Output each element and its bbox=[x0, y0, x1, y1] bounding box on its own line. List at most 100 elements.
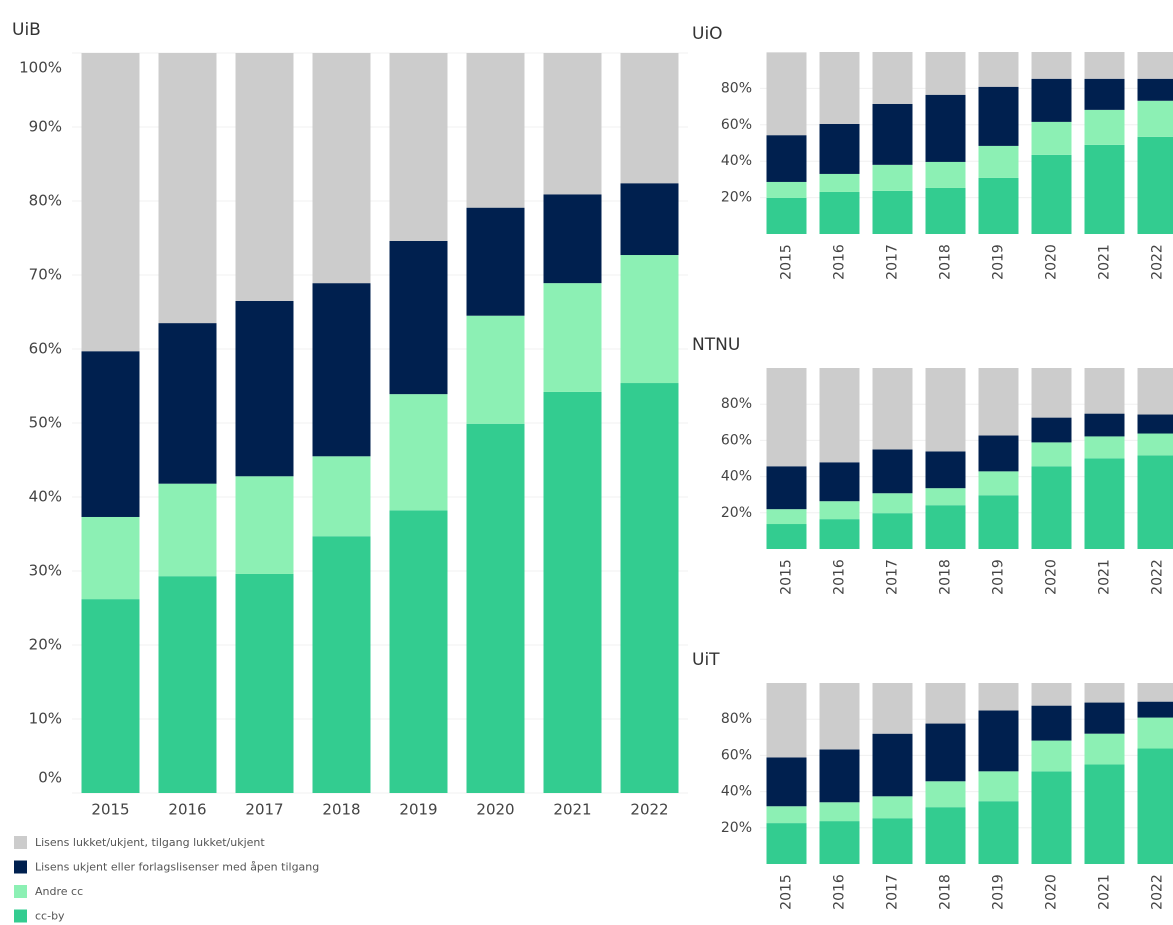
bar-segment bbox=[1031, 52, 1072, 79]
bar-segment bbox=[1137, 433, 1173, 456]
y-tick-label: 60% bbox=[721, 432, 752, 448]
legend-swatch bbox=[14, 909, 27, 923]
bar-segment bbox=[819, 501, 860, 520]
bar-segment bbox=[925, 52, 966, 95]
y-tick-label: 40% bbox=[29, 488, 62, 506]
y-tick-label: 90% bbox=[29, 118, 62, 136]
bar-segment bbox=[1137, 701, 1173, 718]
x-tick-label: 2021 bbox=[1097, 874, 1113, 910]
bar-segment bbox=[81, 516, 140, 600]
x-tick-label: 2015 bbox=[779, 244, 795, 280]
bar-segment bbox=[819, 821, 860, 864]
bar-segment bbox=[1084, 52, 1125, 79]
bar-segment bbox=[978, 435, 1019, 472]
bar-segment bbox=[1031, 740, 1072, 772]
x-tick-label: 2022 bbox=[630, 801, 668, 819]
y-tick-label: 60% bbox=[29, 340, 62, 358]
bar-segment bbox=[620, 183, 679, 256]
bar-segment bbox=[819, 462, 860, 502]
y-tick-label: 100% bbox=[19, 59, 62, 77]
bar-segment bbox=[925, 723, 966, 782]
bar-segment bbox=[925, 505, 966, 549]
legend-swatch bbox=[14, 836, 27, 849]
bar-segment bbox=[872, 449, 913, 494]
bar-segment bbox=[312, 536, 371, 793]
bar-segment bbox=[1031, 121, 1072, 155]
x-tick-label: 2016 bbox=[832, 244, 848, 280]
y-tick-label: 40% bbox=[721, 153, 752, 169]
bar-segment bbox=[389, 394, 448, 511]
x-tick-label: 2017 bbox=[885, 559, 901, 595]
y-tick-label: 20% bbox=[721, 505, 752, 521]
x-tick-label: 2015 bbox=[91, 801, 129, 819]
bar-segment bbox=[872, 493, 913, 514]
bar-segment bbox=[978, 710, 1019, 772]
bar-segment bbox=[1084, 368, 1125, 414]
x-tick-label: 2015 bbox=[779, 559, 795, 595]
chart-title: NTNU bbox=[692, 335, 740, 355]
bar-segment bbox=[978, 495, 1019, 549]
bar-segment bbox=[1031, 466, 1072, 549]
y-tick-label: 40% bbox=[721, 469, 752, 485]
legend-swatch bbox=[14, 860, 27, 874]
bar-segment bbox=[1137, 414, 1173, 434]
bar-segment bbox=[978, 145, 1019, 178]
x-tick-label: 2020 bbox=[1044, 559, 1060, 595]
bar-segment bbox=[978, 177, 1019, 234]
bar-segment bbox=[1084, 764, 1125, 864]
bar-segment bbox=[158, 53, 217, 324]
bar-segment bbox=[766, 197, 807, 234]
bar-segment bbox=[1031, 78, 1072, 122]
bar-segment bbox=[235, 476, 294, 574]
bar-segment bbox=[766, 135, 807, 182]
bar-segment bbox=[466, 423, 525, 793]
x-tick-label: 2020 bbox=[476, 801, 514, 819]
bar-segment bbox=[819, 749, 860, 803]
bar-segment bbox=[819, 191, 860, 234]
bar-segment bbox=[1084, 733, 1125, 765]
bar-segment bbox=[872, 164, 913, 191]
bar-segment bbox=[978, 52, 1019, 87]
bar-segment bbox=[1137, 100, 1173, 137]
bar-segment bbox=[620, 255, 679, 384]
bar-segment bbox=[766, 524, 807, 549]
bar-segment bbox=[312, 53, 371, 284]
bar-segment bbox=[620, 53, 679, 184]
bar-segment bbox=[389, 240, 448, 395]
bar-segment bbox=[819, 123, 860, 174]
bar-segment bbox=[978, 86, 1019, 146]
x-tick-label: 2018 bbox=[322, 801, 360, 819]
bar-segment bbox=[389, 53, 448, 241]
y-tick-label: 80% bbox=[721, 711, 752, 727]
bar-segment bbox=[872, 733, 913, 797]
legend-label: Lisens lukket/ukjent, tilgang lukket/ukj… bbox=[35, 836, 265, 849]
bar-segment bbox=[766, 509, 807, 525]
x-tick-label: 2022 bbox=[1150, 244, 1166, 280]
y-tick-label: 10% bbox=[29, 710, 62, 728]
bar-segment bbox=[819, 683, 860, 750]
y-tick-label: 60% bbox=[721, 117, 752, 133]
x-tick-label: 2018 bbox=[938, 559, 954, 595]
bar-segment bbox=[819, 368, 860, 463]
x-tick-label: 2016 bbox=[832, 874, 848, 910]
y-tick-label: 80% bbox=[721, 80, 752, 96]
bar-segment bbox=[466, 53, 525, 208]
bar-segment bbox=[819, 52, 860, 124]
x-tick-label: 2018 bbox=[938, 244, 954, 280]
bar-segment bbox=[925, 683, 966, 724]
x-tick-label: 2016 bbox=[168, 801, 206, 819]
x-tick-label: 2019 bbox=[991, 874, 1007, 910]
bar-segment bbox=[872, 103, 913, 165]
bar-segment bbox=[235, 573, 294, 793]
bar-segment bbox=[872, 190, 913, 234]
x-tick-label: 2020 bbox=[1044, 874, 1060, 910]
bar-segment bbox=[1084, 702, 1125, 734]
bar-segment bbox=[1137, 78, 1173, 101]
bar-segment bbox=[872, 368, 913, 450]
bar-segment bbox=[1031, 705, 1072, 741]
bar-segment bbox=[978, 801, 1019, 864]
bar-segment bbox=[1137, 717, 1173, 749]
x-tick-label: 2021 bbox=[553, 801, 591, 819]
